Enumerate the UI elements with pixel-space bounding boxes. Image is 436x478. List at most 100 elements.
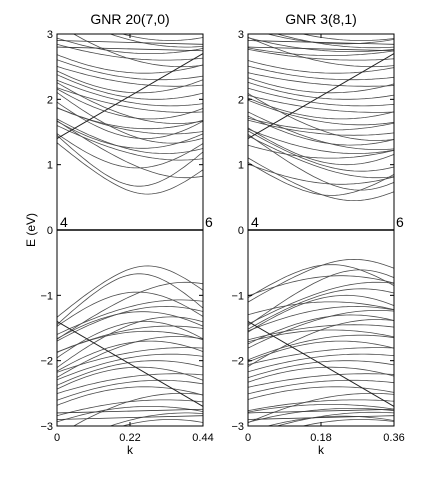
valence-band-24	[108, 412, 203, 426]
conduction-band-16	[248, 97, 394, 120]
valence-band-27	[248, 408, 394, 423]
conduction-band-6	[248, 130, 394, 172]
crossing-band-1	[57, 53, 203, 139]
valence-band-9	[57, 321, 203, 359]
valence-band-25	[248, 399, 394, 412]
y-axis-label: E (eV)	[24, 213, 38, 247]
y-tick-label: 1	[238, 160, 244, 172]
crossing-band-2	[57, 321, 203, 407]
conduction-band-8	[248, 144, 394, 159]
y-tick-label: 3	[47, 29, 53, 41]
conduction-band-29	[266, 34, 394, 45]
valence-band-15	[57, 353, 203, 381]
conduction-band-22	[57, 43, 203, 61]
conduction-band-11	[248, 115, 394, 146]
valence-band-23	[248, 386, 394, 400]
conduction-band-13	[248, 119, 394, 136]
valence-band-4	[57, 291, 203, 327]
conduction-band-22	[248, 65, 394, 81]
conduction-band-11	[57, 107, 203, 130]
x-axis-label: k	[318, 443, 325, 457]
valence-band-8	[57, 316, 203, 368]
valence-band-17	[248, 347, 394, 365]
conduction-band-25	[248, 48, 394, 61]
conduction-band-24	[248, 36, 394, 68]
valence-band-2	[248, 264, 394, 298]
band-annotation: 6	[396, 214, 404, 230]
conduction-band-9	[248, 128, 394, 155]
conduction-band-14	[57, 87, 203, 113]
y-tick-label: 2	[47, 94, 53, 106]
y-tick-label: 0	[238, 225, 244, 237]
valence-band-19	[248, 360, 394, 379]
valence-band-20	[248, 366, 394, 383]
conduction-band-5	[248, 135, 394, 179]
conduction-band-2	[57, 135, 203, 187]
conduction-band-7	[248, 127, 394, 166]
valence-band-4	[248, 275, 394, 297]
edge-band-2	[57, 40, 203, 45]
conduction-band-19	[248, 81, 394, 100]
valence-band-12	[57, 336, 203, 378]
valence-band-14	[57, 347, 203, 373]
conduction-band-4	[57, 133, 203, 169]
valence-band-5	[57, 299, 203, 335]
conduction-band-21	[248, 72, 394, 87]
chart-title: GNR 3(8,1)	[285, 11, 357, 27]
valence-band-23	[57, 406, 203, 423]
conduction-band-23	[248, 60, 394, 74]
valence-band-14	[248, 329, 394, 343]
conduction-band-4	[248, 163, 394, 185]
x-tick-label: 0.18	[310, 432, 331, 444]
band-annotation: 4	[251, 214, 259, 230]
valence-band-1	[57, 265, 203, 318]
conduction-band-18	[248, 87, 394, 107]
conduction-band-27	[248, 37, 394, 52]
x-axis-label: k	[127, 443, 134, 457]
edge-band-1	[57, 46, 203, 52]
y-tick-label: −3	[231, 421, 244, 433]
crossing-band-2	[248, 321, 394, 407]
y-tick-label: −3	[40, 421, 53, 433]
edge-band-3	[57, 408, 203, 414]
y-tick-label: 2	[238, 94, 244, 106]
band-panel-1: GNR 20(7,0) −3 −2 −1 0 1 2 3 0 0.22 0.44 k E (eV) 4 6	[24, 11, 214, 457]
valence-band-22	[57, 399, 203, 417]
crossing-band-1	[248, 53, 394, 139]
conduction-band-16	[57, 74, 203, 100]
y-tick-label: 0	[47, 225, 53, 237]
y-tick-label: 3	[238, 29, 244, 41]
valence-band-6	[57, 305, 203, 342]
conduction-band-14	[248, 117, 394, 131]
valence-band-17	[57, 366, 203, 390]
valence-band-22	[248, 379, 394, 395]
edge-band-4	[248, 415, 394, 420]
valence-band-11	[248, 314, 394, 345]
valence-band-2	[57, 273, 203, 325]
band-panel-2: GNR 3(8,1) −3 −2 −1 0 1 2 3 0 0.18 0.36 k 4 6	[231, 11, 404, 457]
conduction-band-2	[248, 162, 394, 196]
edge-band-2	[248, 40, 394, 45]
valence-band-11	[57, 330, 203, 353]
y-tick-label: 1	[47, 160, 53, 172]
conduction-band-24	[108, 34, 203, 48]
valence-band-29	[266, 415, 394, 426]
conduction-band-6	[57, 118, 203, 155]
valence-band-24	[248, 392, 394, 424]
valence-band-28	[275, 411, 394, 426]
conduction-band-17	[57, 70, 203, 94]
valence-band-6	[248, 288, 394, 330]
edge-band-1	[248, 46, 394, 52]
conduction-band-20	[248, 77, 394, 94]
valence-band-15	[248, 334, 394, 361]
conduction-band-26	[248, 47, 394, 56]
conduction-band-8	[57, 92, 203, 144]
conduction-band-12	[57, 82, 203, 124]
valence-band-13	[57, 340, 203, 372]
conduction-band-17	[248, 95, 394, 113]
conduction-band-13	[57, 88, 203, 120]
y-tick-label: −1	[40, 290, 53, 302]
valence-band-5	[248, 281, 394, 325]
band-lines	[57, 34, 203, 426]
valence-band-13	[248, 324, 394, 341]
